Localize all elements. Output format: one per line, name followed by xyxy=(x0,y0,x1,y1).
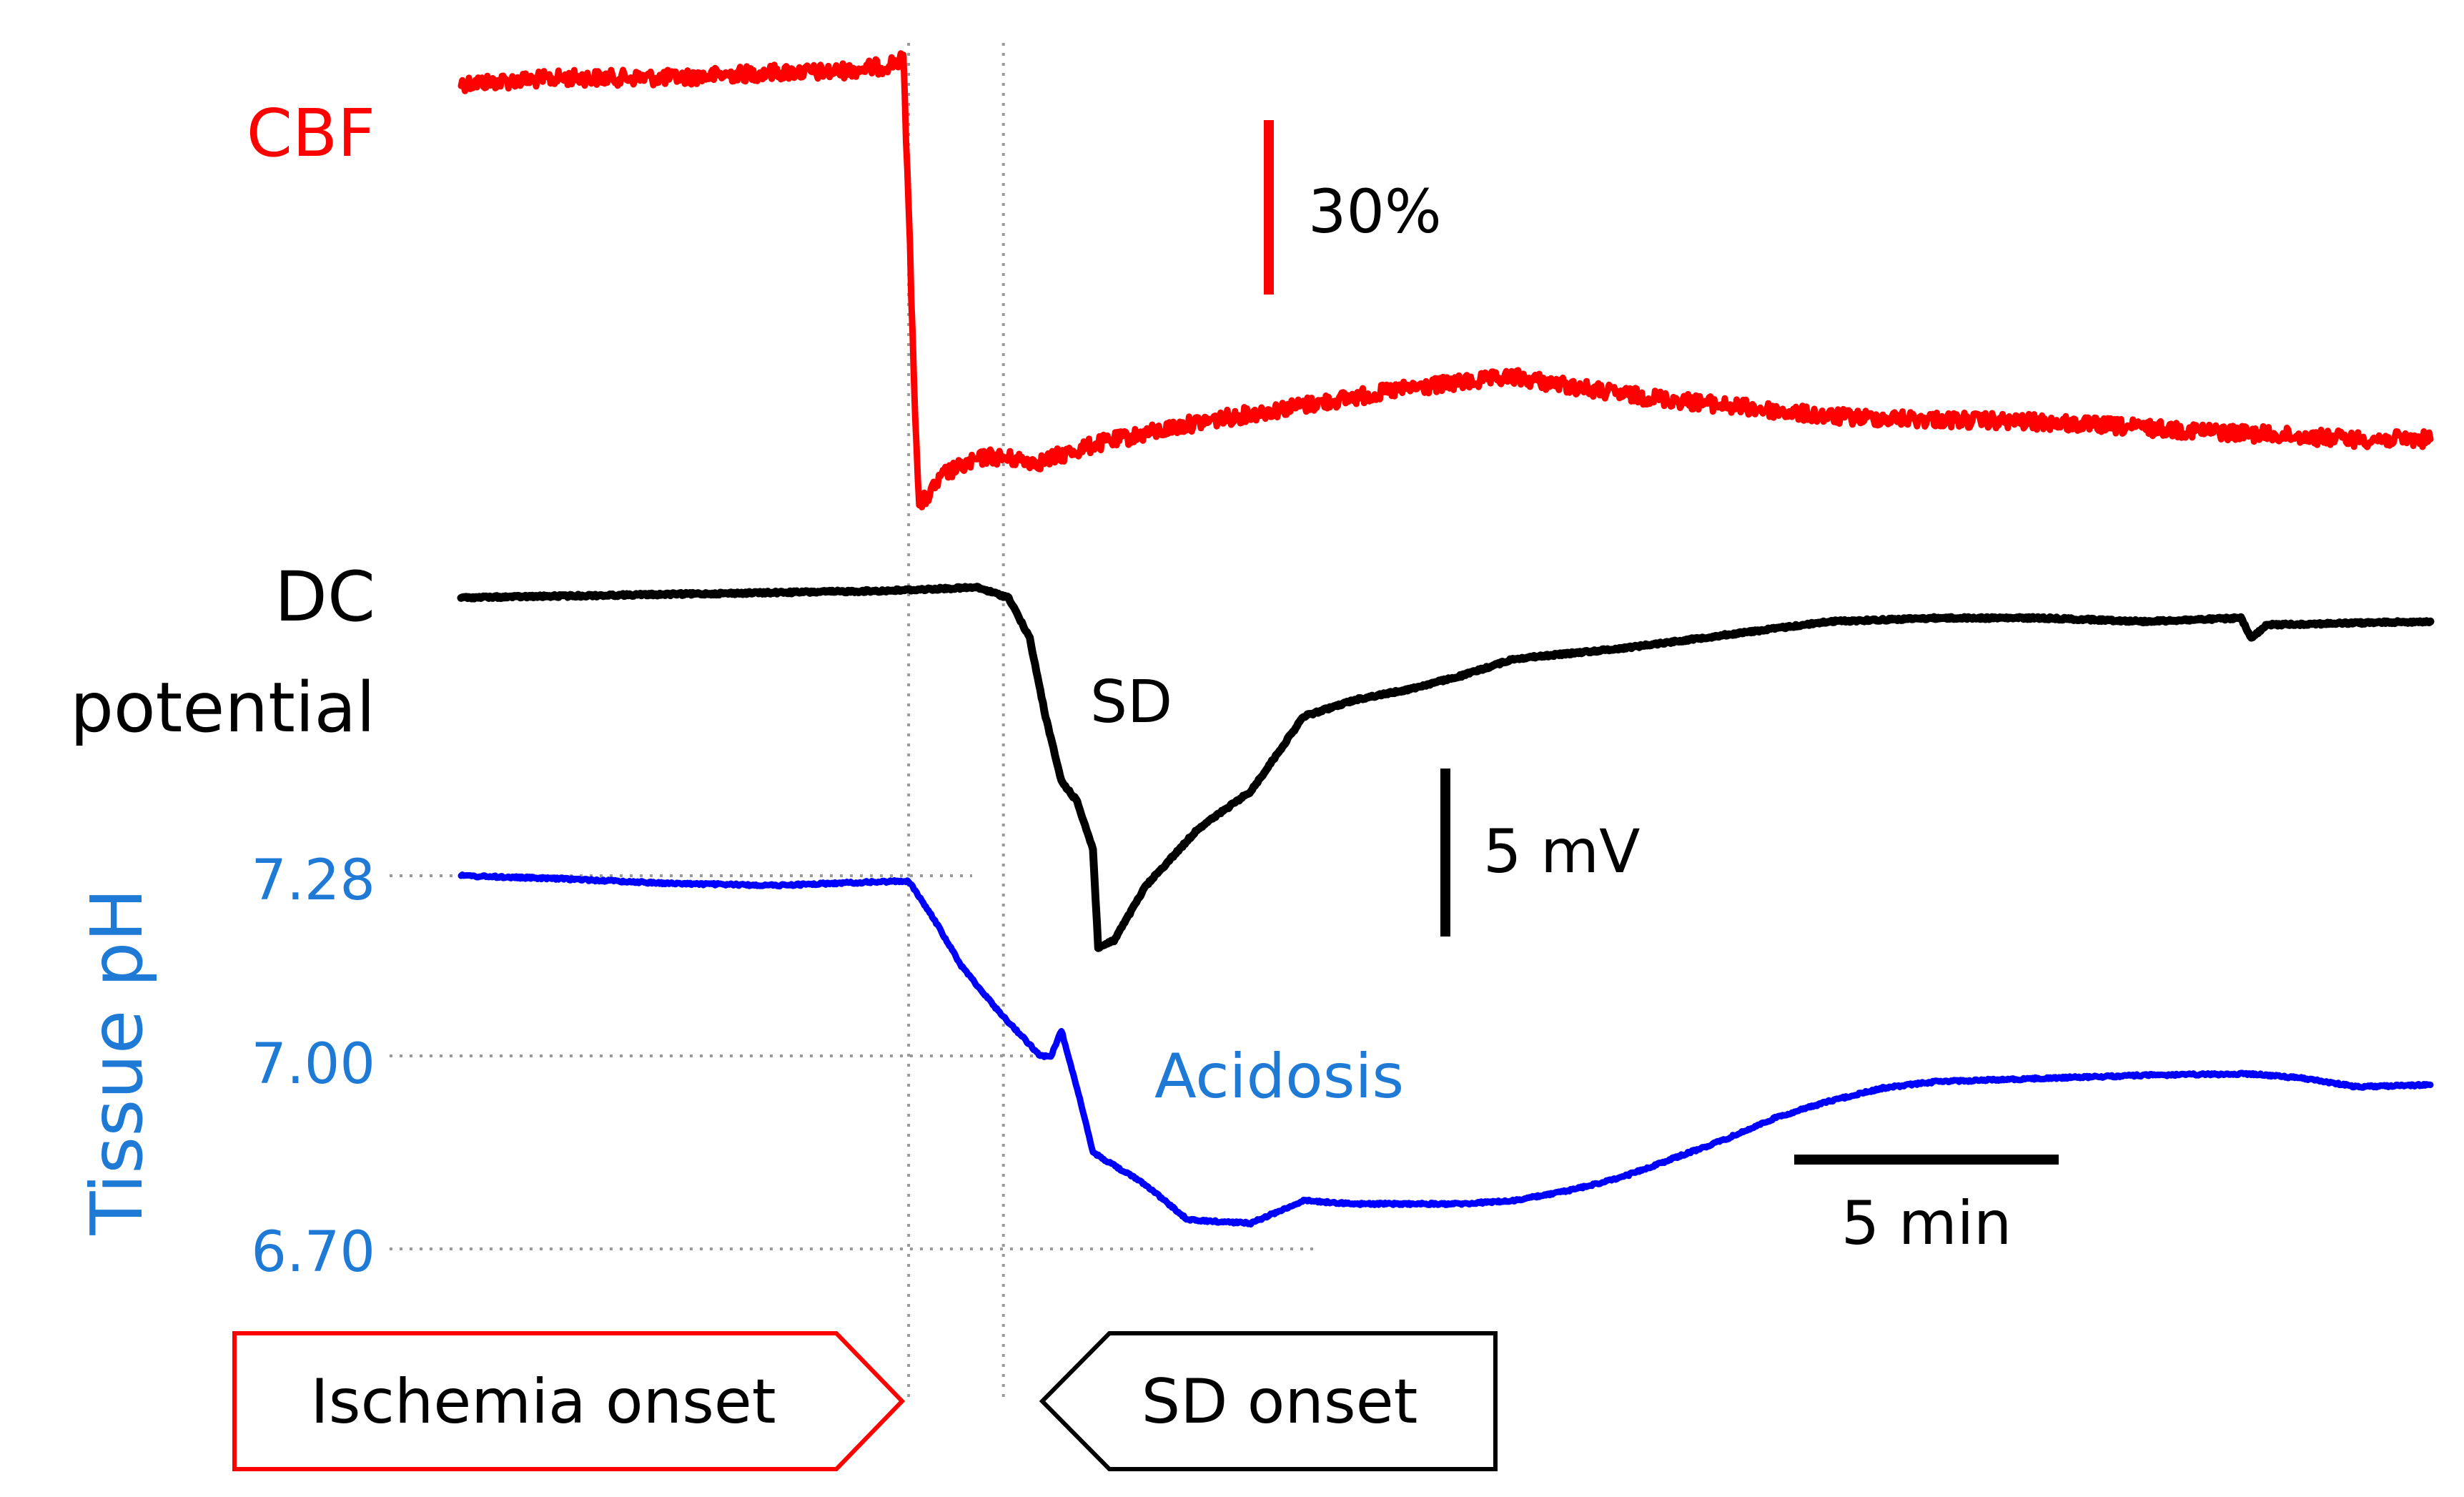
cbf-trace xyxy=(457,50,2434,510)
sd-onset-label: SD onset xyxy=(1142,1366,1418,1438)
ischemia-onset-marker xyxy=(232,1331,906,1471)
sd-annotation: SD xyxy=(1090,668,1172,736)
cbf-scale-label: 30% xyxy=(1308,177,1442,247)
dc-scale-label: 5 mV xyxy=(1483,816,1640,886)
cbf-label: CBF xyxy=(247,95,375,172)
time-scale-label: 5 min xyxy=(1841,1188,2012,1258)
ph-tick-label: 7.00 xyxy=(251,1032,375,1097)
tissue-ph-trace xyxy=(457,871,2434,1227)
ph-axis-label: Tissue pH xyxy=(75,888,159,1235)
dc-label-line1: DC xyxy=(274,557,375,637)
ischemia-onset-label: Ischemia onset xyxy=(310,1366,776,1438)
dc-label-line2: potential xyxy=(70,668,375,748)
dc-potential-trace xyxy=(457,583,2435,952)
guide-lines xyxy=(390,43,1315,1401)
ph-tick-label: 6.70 xyxy=(251,1220,375,1285)
ph-tick-label: 7.28 xyxy=(251,849,375,913)
acidosis-annotation: Acidosis xyxy=(1154,1041,1404,1112)
sd-onset-marker xyxy=(1039,1331,1498,1471)
